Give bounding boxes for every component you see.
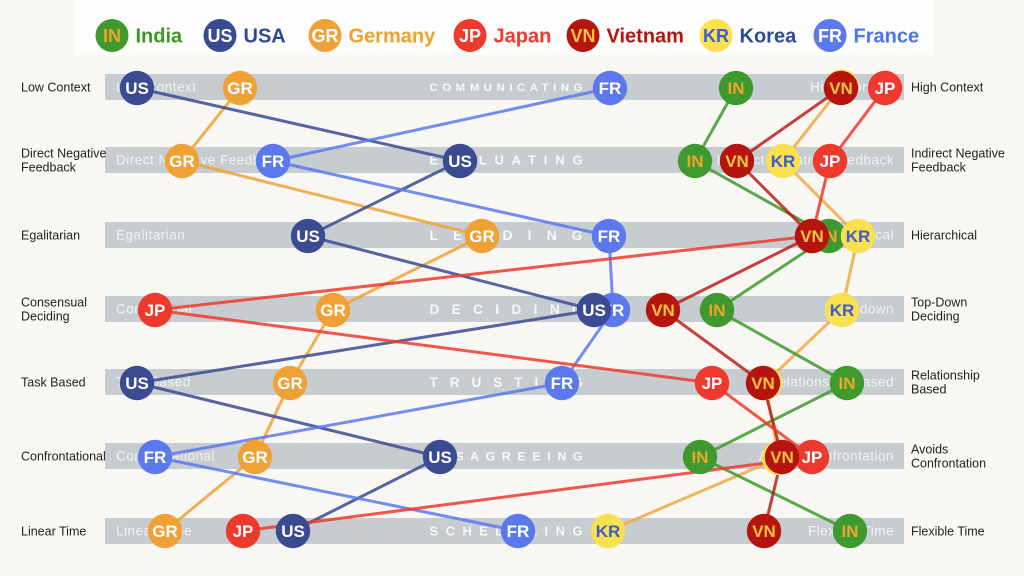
svg-text:IN: IN xyxy=(687,152,704,171)
svg-text:VN: VN xyxy=(725,152,749,171)
svg-text:Korea: Korea xyxy=(740,26,798,48)
svg-text:Flexible Time: Flexible Time xyxy=(911,525,985,539)
svg-text:GR: GR xyxy=(169,152,195,171)
svg-text:JP: JP xyxy=(145,301,166,320)
svg-text:IN: IN xyxy=(709,301,726,320)
svg-text:Direct Negative Feedback: Direct Negative Feedback xyxy=(116,153,283,168)
svg-text:Relationship: Relationship xyxy=(911,369,980,383)
svg-text:JP: JP xyxy=(459,26,481,46)
svg-text:JP: JP xyxy=(820,152,841,171)
svg-text:Top-Down: Top-Down xyxy=(911,296,967,310)
svg-text:VN: VN xyxy=(800,227,824,246)
svg-text:Indirect Negative: Indirect Negative xyxy=(911,147,1005,161)
svg-text:VN: VN xyxy=(770,448,794,467)
svg-text:FR: FR xyxy=(262,152,285,171)
svg-text:Task Based: Task Based xyxy=(21,376,86,390)
svg-text:GR: GR xyxy=(469,227,495,246)
svg-text:Hierarchical: Hierarchical xyxy=(911,229,977,243)
svg-text:India: India xyxy=(136,26,184,48)
svg-text:JP: JP xyxy=(875,79,896,98)
svg-text:VN: VN xyxy=(651,301,675,320)
svg-text:FR: FR xyxy=(551,374,574,393)
svg-text:Confrontation: Confrontation xyxy=(911,457,986,471)
svg-text:Egalitarian: Egalitarian xyxy=(21,229,80,243)
svg-text:USA: USA xyxy=(244,26,286,48)
svg-text:US: US xyxy=(125,374,149,393)
svg-text:KR: KR xyxy=(846,227,871,246)
svg-text:VN: VN xyxy=(751,374,775,393)
svg-text:US: US xyxy=(582,301,606,320)
svg-text:KR: KR xyxy=(596,522,621,541)
svg-text:GR: GR xyxy=(227,79,253,98)
svg-text:US: US xyxy=(281,522,305,541)
svg-text:IN: IN xyxy=(839,374,856,393)
svg-text:FR: FR xyxy=(818,26,842,46)
svg-text:GR: GR xyxy=(277,374,303,393)
svg-text:US: US xyxy=(296,227,320,246)
svg-text:IN: IN xyxy=(842,522,859,541)
svg-text:VN: VN xyxy=(829,79,853,98)
svg-text:Egalitarian: Egalitarian xyxy=(116,228,185,243)
svg-text:KR: KR xyxy=(771,152,796,171)
svg-text:IN: IN xyxy=(728,79,745,98)
svg-text:FR: FR xyxy=(144,448,167,467)
svg-text:Japan: Japan xyxy=(494,26,552,48)
svg-text:Direct Negative: Direct Negative xyxy=(21,147,106,161)
svg-text:Low Context: Low Context xyxy=(21,81,91,95)
svg-text:Avoids: Avoids xyxy=(911,443,948,457)
svg-text:IN: IN xyxy=(103,26,121,46)
svg-text:KR: KR xyxy=(703,26,729,46)
svg-text:Deciding: Deciding xyxy=(911,310,960,324)
svg-text:JP: JP xyxy=(802,448,823,467)
svg-text:Based: Based xyxy=(911,383,946,397)
svg-text:Feedback: Feedback xyxy=(21,161,77,175)
svg-text:GR: GR xyxy=(320,301,346,320)
svg-text:Vietnam: Vietnam xyxy=(607,26,684,48)
svg-text:VN: VN xyxy=(752,522,776,541)
svg-text:Consensual: Consensual xyxy=(21,296,87,310)
svg-text:IN: IN xyxy=(692,448,709,467)
svg-text:Indirect Negative Feedback: Indirect Negative Feedback xyxy=(717,153,894,168)
svg-text:GR: GR xyxy=(312,26,339,46)
svg-text:US: US xyxy=(448,152,472,171)
svg-text:Confrontational: Confrontational xyxy=(21,450,106,464)
svg-text:Linear Time: Linear Time xyxy=(21,525,86,539)
svg-text:US: US xyxy=(428,448,452,467)
svg-text:France: France xyxy=(854,26,920,48)
svg-text:FR: FR xyxy=(507,522,530,541)
svg-text:US: US xyxy=(207,26,232,46)
svg-text:KR: KR xyxy=(830,301,855,320)
svg-text:FR: FR xyxy=(599,79,622,98)
svg-text:Feedback: Feedback xyxy=(911,161,967,175)
svg-text:VN: VN xyxy=(570,26,595,46)
svg-text:FR: FR xyxy=(598,227,621,246)
svg-text:JP: JP xyxy=(702,374,723,393)
svg-text:Deciding: Deciding xyxy=(21,310,70,324)
svg-text:GR: GR xyxy=(242,448,268,467)
svg-text:JP: JP xyxy=(233,522,254,541)
svg-text:High Context: High Context xyxy=(911,81,984,95)
svg-text:GR: GR xyxy=(152,522,178,541)
svg-text:Germany: Germany xyxy=(349,26,437,48)
svg-text:US: US xyxy=(125,79,149,98)
